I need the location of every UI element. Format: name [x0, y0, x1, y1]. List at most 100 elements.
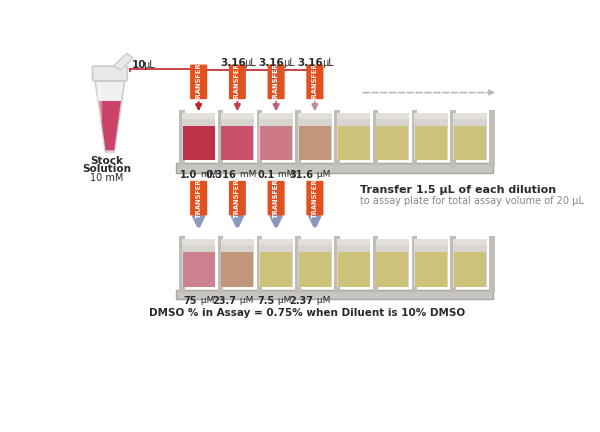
Text: 3.16: 3.16 — [298, 58, 323, 68]
FancyBboxPatch shape — [299, 252, 331, 287]
FancyBboxPatch shape — [453, 113, 487, 119]
Text: 23.7: 23.7 — [212, 296, 236, 306]
Text: mM: mM — [236, 170, 256, 179]
FancyBboxPatch shape — [182, 239, 215, 287]
FancyBboxPatch shape — [454, 126, 486, 160]
Polygon shape — [114, 54, 133, 70]
FancyBboxPatch shape — [298, 113, 332, 119]
Text: TRANSFER: TRANSFER — [273, 62, 279, 102]
FancyBboxPatch shape — [218, 110, 223, 167]
Polygon shape — [99, 101, 121, 150]
FancyBboxPatch shape — [453, 239, 487, 287]
FancyBboxPatch shape — [182, 113, 215, 160]
FancyBboxPatch shape — [298, 113, 332, 160]
FancyBboxPatch shape — [257, 236, 262, 293]
FancyBboxPatch shape — [229, 64, 246, 99]
Text: 0.1: 0.1 — [257, 170, 275, 180]
FancyBboxPatch shape — [337, 113, 370, 119]
Text: 75: 75 — [184, 296, 197, 306]
FancyBboxPatch shape — [179, 236, 185, 293]
Text: Transfer 1.5 μL of each dilution: Transfer 1.5 μL of each dilution — [360, 185, 556, 195]
Text: TRANSFER: TRANSFER — [235, 178, 241, 218]
FancyBboxPatch shape — [221, 113, 254, 160]
FancyBboxPatch shape — [298, 239, 332, 245]
FancyBboxPatch shape — [179, 110, 185, 167]
Text: TRANSFER: TRANSFER — [196, 62, 202, 102]
Text: 1.0: 1.0 — [180, 170, 197, 180]
FancyBboxPatch shape — [299, 126, 331, 160]
Text: µL: µL — [244, 58, 256, 68]
FancyBboxPatch shape — [373, 236, 379, 293]
FancyBboxPatch shape — [376, 252, 408, 287]
Text: µL: µL — [283, 58, 295, 68]
FancyBboxPatch shape — [182, 113, 215, 119]
Text: 3.16: 3.16 — [259, 58, 284, 68]
Text: TRANSFER: TRANSFER — [312, 178, 318, 218]
FancyBboxPatch shape — [337, 239, 370, 245]
Text: 31.6: 31.6 — [289, 170, 313, 180]
FancyBboxPatch shape — [453, 113, 487, 160]
FancyBboxPatch shape — [412, 236, 417, 293]
FancyBboxPatch shape — [373, 110, 379, 167]
FancyBboxPatch shape — [182, 239, 215, 245]
FancyBboxPatch shape — [183, 126, 215, 160]
FancyBboxPatch shape — [376, 113, 409, 119]
FancyBboxPatch shape — [415, 239, 448, 245]
FancyBboxPatch shape — [97, 84, 102, 121]
FancyBboxPatch shape — [92, 66, 127, 81]
FancyBboxPatch shape — [376, 113, 409, 160]
FancyBboxPatch shape — [337, 239, 370, 287]
FancyBboxPatch shape — [183, 252, 215, 287]
FancyBboxPatch shape — [259, 113, 293, 160]
FancyBboxPatch shape — [376, 239, 409, 245]
FancyBboxPatch shape — [257, 110, 262, 167]
FancyBboxPatch shape — [218, 236, 223, 293]
Text: mM: mM — [198, 170, 217, 179]
FancyBboxPatch shape — [376, 126, 408, 160]
FancyBboxPatch shape — [307, 181, 323, 216]
FancyBboxPatch shape — [453, 239, 487, 245]
Text: µL: µL — [143, 60, 155, 70]
FancyBboxPatch shape — [190, 64, 207, 99]
FancyBboxPatch shape — [412, 110, 417, 167]
FancyBboxPatch shape — [415, 239, 448, 287]
FancyBboxPatch shape — [295, 110, 301, 167]
Text: 0.316: 0.316 — [205, 170, 236, 180]
FancyBboxPatch shape — [221, 239, 254, 245]
FancyBboxPatch shape — [260, 252, 292, 287]
Text: DMSO % in Assay = 0.75% when Diluent is 10% DMSO: DMSO % in Assay = 0.75% when Diluent is … — [149, 308, 466, 318]
FancyBboxPatch shape — [415, 126, 447, 160]
FancyBboxPatch shape — [221, 239, 254, 287]
FancyBboxPatch shape — [415, 113, 448, 119]
Text: 7.5: 7.5 — [257, 296, 275, 306]
FancyBboxPatch shape — [415, 113, 448, 160]
FancyBboxPatch shape — [229, 181, 246, 216]
FancyBboxPatch shape — [307, 64, 323, 99]
Text: µL: µL — [322, 58, 334, 68]
FancyBboxPatch shape — [338, 126, 370, 160]
Text: mM: mM — [275, 170, 295, 179]
Text: TRANSFER: TRANSFER — [235, 62, 241, 102]
FancyBboxPatch shape — [415, 252, 447, 287]
FancyBboxPatch shape — [268, 64, 284, 99]
Text: TRANSFER: TRANSFER — [196, 178, 202, 218]
FancyBboxPatch shape — [221, 113, 254, 119]
Text: Stock: Stock — [90, 156, 123, 166]
FancyBboxPatch shape — [260, 126, 292, 160]
FancyBboxPatch shape — [221, 252, 253, 287]
FancyBboxPatch shape — [338, 252, 370, 287]
FancyBboxPatch shape — [259, 113, 293, 119]
Text: 2.37: 2.37 — [289, 296, 313, 306]
FancyBboxPatch shape — [489, 110, 494, 167]
Text: 3.16: 3.16 — [220, 58, 245, 68]
FancyBboxPatch shape — [176, 290, 493, 299]
FancyBboxPatch shape — [259, 239, 293, 287]
Text: TRANSFER: TRANSFER — [312, 62, 318, 102]
Text: μM: μM — [314, 296, 331, 305]
FancyBboxPatch shape — [268, 181, 284, 216]
Text: μM: μM — [198, 296, 214, 305]
FancyBboxPatch shape — [376, 239, 409, 287]
Polygon shape — [95, 81, 125, 152]
FancyBboxPatch shape — [221, 126, 253, 160]
FancyBboxPatch shape — [337, 113, 370, 160]
